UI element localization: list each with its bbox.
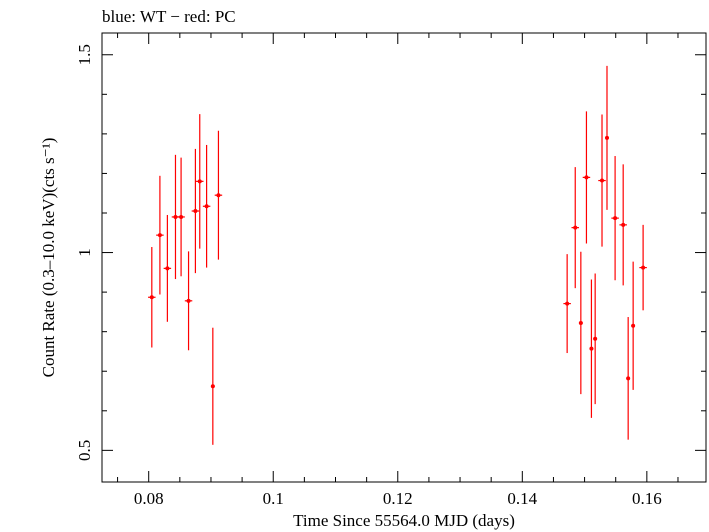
x-tick-label: 0.08 xyxy=(134,489,164,508)
data-point xyxy=(163,214,172,322)
point-marker xyxy=(600,178,605,183)
point-marker xyxy=(604,135,609,140)
y-axis-label: Count Rate (0.3–10.0 keV)(cts s⁻¹) xyxy=(39,138,58,378)
x-tick-label: 0.1 xyxy=(263,489,284,508)
point-marker xyxy=(204,204,209,209)
data-point xyxy=(604,65,609,210)
data-point xyxy=(639,224,647,311)
x-tick-label: 0.12 xyxy=(383,489,413,508)
x-axis-label: Time Since 55564.0 MJD (days) xyxy=(293,511,515,530)
point-marker xyxy=(565,301,570,306)
data-point xyxy=(626,317,631,440)
point-marker xyxy=(165,266,170,271)
axis-ticks xyxy=(102,33,706,482)
data-point xyxy=(210,327,215,445)
point-marker xyxy=(593,336,598,341)
point-marker xyxy=(210,384,215,389)
point-marker xyxy=(631,323,636,328)
point-marker xyxy=(157,233,162,238)
tick-labels: 0.08 0.1 0.12 0.14 0.16 0.5 1 1.5 xyxy=(75,44,662,508)
data-point xyxy=(214,130,223,260)
data-point xyxy=(571,167,579,289)
y-tick-label: 1 xyxy=(75,248,94,256)
plot-frame xyxy=(101,32,707,483)
chart-title: blue: WT − red: PC xyxy=(102,7,236,26)
point-marker xyxy=(197,179,202,184)
data-point xyxy=(563,254,571,354)
point-marker xyxy=(589,346,594,351)
data-point xyxy=(631,261,636,390)
data-point xyxy=(196,114,204,249)
data-point xyxy=(589,279,594,418)
point-marker xyxy=(216,193,221,198)
point-marker xyxy=(626,376,631,381)
point-marker xyxy=(584,175,589,180)
data-point xyxy=(578,251,583,395)
data-points xyxy=(148,65,647,445)
y-tick-label: 1.5 xyxy=(75,44,94,65)
data-point xyxy=(156,175,164,295)
x-tick-label: 0.16 xyxy=(632,489,662,508)
y-tick-label: 0.5 xyxy=(75,440,94,461)
data-point xyxy=(148,247,156,348)
point-marker xyxy=(149,295,154,300)
point-marker xyxy=(193,209,198,214)
point-marker xyxy=(179,214,184,219)
data-point xyxy=(582,111,591,244)
data-point xyxy=(619,164,627,286)
point-marker xyxy=(573,225,578,230)
data-point xyxy=(593,273,598,405)
point-marker xyxy=(641,265,646,270)
data-point xyxy=(611,156,619,281)
data-point xyxy=(202,144,211,268)
point-marker xyxy=(186,298,191,303)
point-marker xyxy=(621,222,626,227)
point-marker xyxy=(613,216,618,221)
point-marker xyxy=(173,214,178,219)
data-point xyxy=(177,157,185,277)
data-point xyxy=(598,114,606,247)
x-tick-label: 0.14 xyxy=(507,489,537,508)
data-point xyxy=(184,251,193,351)
data-point xyxy=(191,148,200,274)
point-marker xyxy=(578,320,583,325)
